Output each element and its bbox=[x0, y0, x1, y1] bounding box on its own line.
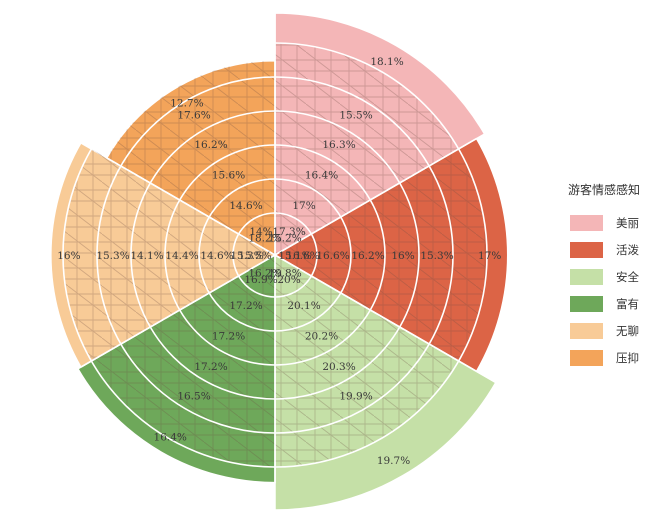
value-label-安全: 20% bbox=[277, 274, 300, 286]
value-label-安全: 19.7% bbox=[377, 455, 410, 467]
street-texture-无聊 bbox=[62, 149, 275, 361]
sector-divider bbox=[274, 254, 497, 384]
legend-label: 美丽 bbox=[616, 215, 639, 230]
value-label-美丽: 17.3% bbox=[272, 226, 305, 238]
sector-divider bbox=[274, 137, 477, 256]
value-label-无聊: 15.5% bbox=[238, 250, 271, 262]
legend-swatch bbox=[570, 214, 603, 231]
value-label-压抑: 14% bbox=[249, 226, 272, 238]
value-label-压抑: 18.2% bbox=[248, 233, 281, 245]
legend-items: 美丽活泼安全富有无聊压抑 bbox=[558, 212, 650, 369]
street-texture-安全 bbox=[275, 255, 459, 468]
value-label-富有: 17.2% bbox=[194, 361, 227, 373]
value-label-美丽: 15.5% bbox=[339, 110, 372, 122]
value-label-活泼: 15.3% bbox=[420, 250, 453, 262]
legend-label: 富有 bbox=[616, 296, 639, 311]
value-label-无聊: 14.1% bbox=[130, 250, 163, 262]
value-label-活泼: 16% bbox=[391, 250, 414, 262]
legend-label: 压抑 bbox=[616, 350, 639, 365]
value-label-富有: 17.2% bbox=[229, 300, 262, 312]
legend-swatch bbox=[570, 268, 603, 285]
value-label-压抑: 16.2% bbox=[194, 139, 227, 151]
value-label-无聊: 15.3% bbox=[96, 250, 129, 262]
value-label-无聊: 14.6% bbox=[200, 250, 233, 262]
value-label-美丽: 15.2% bbox=[268, 233, 301, 245]
legend-swatch bbox=[570, 349, 603, 366]
value-label-富有: 17.2% bbox=[212, 331, 245, 343]
value-labels: 18.1% 17.3% 17% 16.4% 16.3% 15.5% 15.2% 17% 16.6… bbox=[57, 56, 501, 467]
value-label-富有: 16.9% bbox=[244, 274, 277, 286]
legend-item: 无聊 bbox=[558, 320, 650, 342]
value-label-美丽: 16.4% bbox=[305, 170, 338, 182]
street-texture-美丽 bbox=[275, 43, 459, 255]
value-label-活泼: 16.2% bbox=[351, 250, 384, 262]
legend-swatch bbox=[570, 241, 603, 258]
value-label-美丽: 17% bbox=[292, 200, 315, 212]
value-label-无聊: 16% bbox=[57, 250, 80, 262]
value-label-富有: 16.5% bbox=[177, 390, 210, 402]
legend-item: 富有 bbox=[558, 293, 650, 315]
value-label-美丽: 16.3% bbox=[322, 139, 355, 151]
value-label-富有: 16.4% bbox=[154, 432, 187, 444]
value-label-活泼: 15.1% bbox=[278, 250, 311, 262]
value-label-安全: 20.3% bbox=[322, 361, 355, 373]
legend-label: 安全 bbox=[616, 269, 639, 284]
value-label-安全: 19.9% bbox=[339, 390, 372, 402]
legend-swatch bbox=[570, 295, 603, 312]
value-label-压抑: 12.7% bbox=[170, 97, 203, 109]
legend-label: 活泼 bbox=[616, 242, 639, 257]
legend-item: 压抑 bbox=[558, 347, 650, 369]
value-label-安全: 20.2% bbox=[305, 331, 338, 343]
value-label-安全: 19.8% bbox=[268, 267, 301, 279]
sector-divider bbox=[80, 254, 276, 368]
value-label-压抑: 15.6% bbox=[212, 170, 245, 182]
legend-item: 安全 bbox=[558, 266, 650, 288]
legend-title: 游客情感感知 bbox=[568, 183, 641, 197]
value-label-安全: 20.1% bbox=[287, 300, 320, 312]
street-map-overlay bbox=[62, 43, 488, 468]
value-label-活泼: 16.6% bbox=[316, 250, 349, 262]
street-texture-活泼 bbox=[275, 149, 488, 361]
legend-label: 无聊 bbox=[616, 323, 639, 338]
legend-item: 美丽 bbox=[558, 212, 650, 234]
grid-rings bbox=[62, 13, 497, 483]
street-texture-压抑 bbox=[106, 60, 275, 256]
value-label-富有: 16.2% bbox=[248, 267, 281, 279]
value-label-无聊: 15.3% bbox=[230, 250, 263, 262]
legend-swatch bbox=[570, 322, 603, 339]
street-texture-富有 bbox=[91, 255, 276, 467]
value-label-无聊: 14.4% bbox=[165, 250, 198, 262]
legend-item: 活泼 bbox=[558, 239, 650, 261]
value-label-美丽: 18.1% bbox=[370, 56, 403, 68]
value-label-压抑: 17.6% bbox=[177, 110, 210, 122]
legend: 游客情感感知 美丽活泼安全富有无聊压抑 bbox=[558, 181, 650, 374]
value-label-压抑: 14.6% bbox=[229, 200, 262, 212]
sector-divider bbox=[106, 157, 276, 256]
value-label-活泼: 17% bbox=[478, 250, 501, 262]
value-label-活泼: 16.6% bbox=[286, 250, 319, 262]
